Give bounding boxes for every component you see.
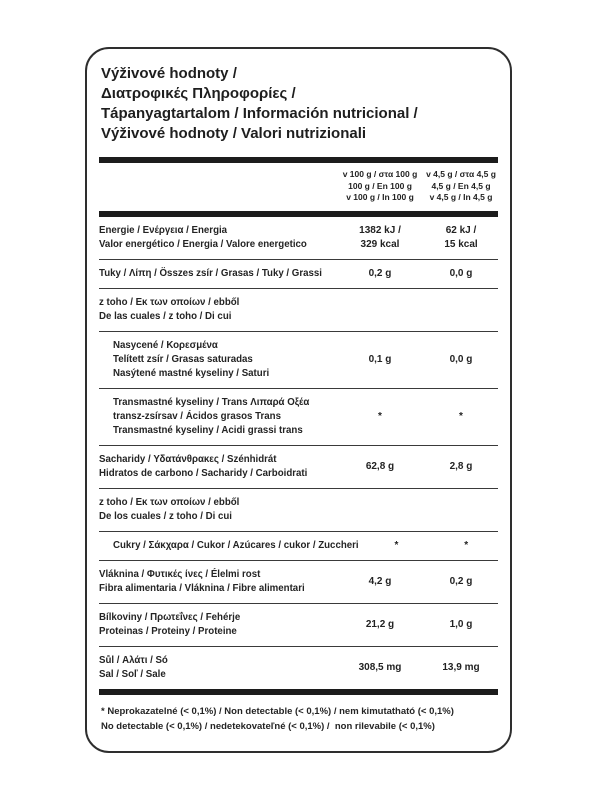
nutrient-name: Transmastné kyseliny / Trans Λιπαρά Οξέα… — [113, 396, 310, 436]
nutrient-name: z toho / Εκ των οποίων / ebből De los cu… — [99, 496, 240, 522]
value-per-4-5g: 13,9 mg — [442, 661, 480, 673]
nutrient-name: Energie / Ενέργεια / Energia Valor energ… — [99, 224, 307, 250]
footnote: * Neprokazatelné (< 0,1%) / Non detectab… — [101, 705, 454, 732]
column-header-row: v 100 g / στα 100 g 100 g / En 100 g v 1… — [99, 163, 498, 211]
value-per-100g: 4,2 g — [368, 575, 392, 587]
divider-thick-under-header — [99, 210, 498, 217]
value-per-4-5g: 0,0 g — [449, 267, 473, 279]
value-per-100g: 62,8 g — [365, 460, 395, 472]
value-per-4-5g: 0,2 g — [449, 575, 473, 587]
nutrition-label-card: Výživové hodnoty / Διατροφικές Πληροφορί… — [85, 47, 512, 753]
row-sugars: Cukry / Σάκχαρα / Cukor / Azúcares / cuk… — [99, 532, 498, 561]
nutrient-name: Cukry / Σάκχαρα / Cukor / Azúcares / cuk… — [113, 539, 359, 551]
row-fibre: Vláknina / Φυτικές ίνες / Élelmi rost Fi… — [99, 561, 498, 604]
row-trans-fat: Transmastné kyseliny / Trans Λιπαρά Οξέα… — [99, 389, 498, 446]
value-per-100g: 1382 kJ / 329 kcal — [359, 224, 401, 250]
row-carbohydrate: Sacharidy / Υδατάνθρακες / Szénhidrát Hi… — [99, 446, 498, 489]
nutrient-name: Sůl / Αλάτι / Só Sal / Soľ / Sale — [99, 654, 168, 680]
value-per-4-5g: 0,0 g — [449, 353, 473, 365]
value-per-100g: 0,1 g — [368, 353, 392, 365]
column-header-per-100g: v 100 g / στα 100 g 100 g / En 100 g v 1… — [342, 169, 418, 202]
divider-thick-bottom — [99, 688, 498, 695]
value-per-100g: 308,5 mg — [358, 661, 402, 673]
value-per-100g: * — [378, 410, 382, 422]
row-of-which-fat: z toho / Εκ των οποίων / ebből De las cu… — [99, 289, 498, 332]
nutrient-name: z toho / Εκ των οποίων / ebből De las cu… — [99, 296, 240, 322]
value-per-100g: * — [394, 539, 399, 551]
value-per-100g: 21,2 g — [365, 618, 395, 630]
value-per-100g: 0,2 g — [368, 267, 392, 279]
row-energy: Energie / Ενέργεια / Energia Valor energ… — [99, 217, 498, 260]
row-salt: Sůl / Αλάτι / Só Sal / Soľ / Sale 308,5 … — [99, 647, 498, 689]
value-per-4-5g: * — [459, 410, 463, 422]
nutrition-label-title: Výživové hodnoty / Διατροφικές Πληροφορί… — [101, 65, 418, 142]
value-per-4-5g: 62 kJ / 15 kcal — [444, 224, 478, 250]
nutrient-name: Sacharidy / Υδατάνθρακες / Szénhidrát Hi… — [99, 453, 308, 479]
column-header-per-4-5g: v 4,5 g / στα 4,5 g 4,5 g / En 4,5 g v 4… — [426, 169, 496, 202]
row-saturated-fat: Nasycené / Κορεσμένα Telített zsír / Gra… — [99, 332, 498, 389]
value-per-4-5g: 2,8 g — [449, 460, 473, 472]
value-per-4-5g: * — [464, 539, 469, 551]
nutrient-name: Bílkoviny / Πρωτεΐνες / Fehérje Proteina… — [99, 611, 241, 637]
value-per-4-5g: 1,0 g — [449, 618, 473, 630]
nutrient-name: Vláknina / Φυτικές ίνες / Élelmi rost Fi… — [99, 568, 305, 594]
row-fat: Tuky / Λίπη / Összes zsír / Grasas / Tuk… — [99, 260, 498, 289]
row-of-which-carbs: z toho / Εκ των οποίων / ebből De los cu… — [99, 489, 498, 532]
row-protein: Bílkoviny / Πρωτεΐνες / Fehérje Proteina… — [99, 604, 498, 647]
nutrient-name: Tuky / Λίπη / Összes zsír / Grasas / Tuk… — [99, 267, 322, 279]
nutrition-table: Energie / Ενέργεια / Energia Valor energ… — [99, 217, 498, 689]
divider-thick-top — [99, 157, 498, 163]
nutrient-name: Nasycené / Κορεσμένα Telített zsír / Gra… — [113, 339, 270, 379]
